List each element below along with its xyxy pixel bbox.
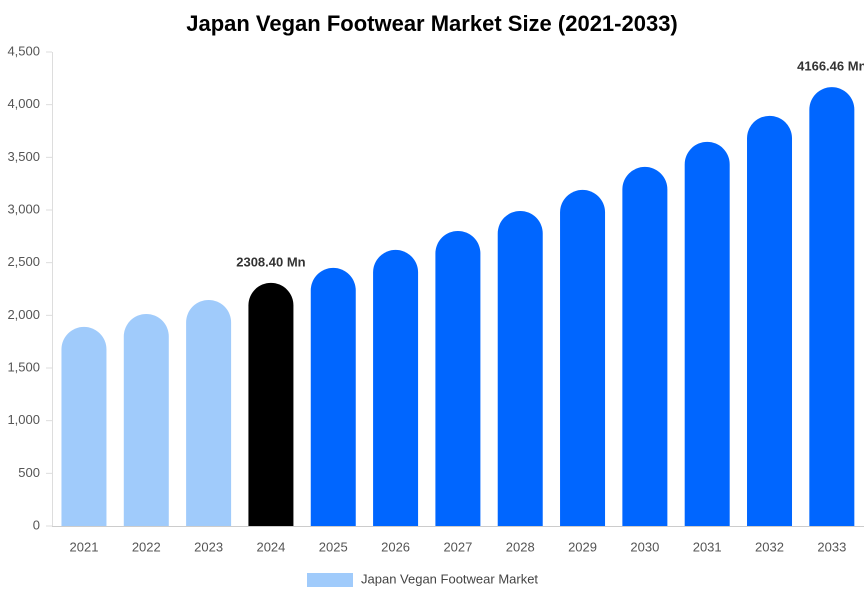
y-tick-label: 1,000: [7, 412, 40, 427]
x-tick-label: 2029: [568, 539, 597, 554]
x-tick-label: 2031: [693, 539, 722, 554]
x-tick-label: 2033: [817, 539, 846, 554]
bar: [123, 313, 169, 526]
bar: [809, 87, 855, 527]
bar: [435, 230, 481, 526]
data-label: 2308.40 Mn: [236, 254, 305, 269]
x-tick-label: 2028: [506, 539, 535, 554]
x-tick-label: 2026: [381, 539, 410, 554]
bar: [497, 210, 543, 527]
bar: [747, 115, 793, 526]
y-tick-label: 1,500: [7, 359, 40, 374]
x-tick-label: 2022: [132, 539, 161, 554]
bar: [61, 326, 107, 526]
y-tick-label: 2,500: [7, 254, 40, 269]
x-tick-label: 2025: [319, 539, 348, 554]
bar: [622, 166, 668, 526]
bar: [373, 249, 419, 526]
legend-label: Japan Vegan Footwear Market: [361, 571, 538, 586]
x-tick-label: 2032: [755, 539, 784, 554]
data-label: 4166.46 Mn: [797, 59, 864, 74]
y-tick-label: 4,000: [7, 96, 40, 111]
x-tick-label: 2023: [194, 539, 223, 554]
x-tick-label: 2027: [443, 539, 472, 554]
bar: [310, 267, 356, 526]
x-tick-label: 2030: [630, 539, 659, 554]
bar: [248, 282, 294, 526]
bar: [560, 189, 606, 526]
y-tick-label: 500: [18, 465, 40, 480]
y-tick-label: 3,500: [7, 149, 40, 164]
chart-title: Japan Vegan Footwear Market Size (2021-2…: [186, 11, 678, 36]
bar: [684, 141, 730, 526]
y-tick-label: 0: [33, 517, 40, 532]
legend-swatch: [307, 573, 353, 587]
y-tick-label: 2,000: [7, 307, 40, 322]
y-tick-label: 4,500: [7, 43, 40, 58]
bar: [186, 299, 232, 526]
y-tick-label: 3,000: [7, 201, 40, 216]
x-tick-label: 2024: [256, 539, 285, 554]
x-tick-label: 2021: [70, 539, 99, 554]
